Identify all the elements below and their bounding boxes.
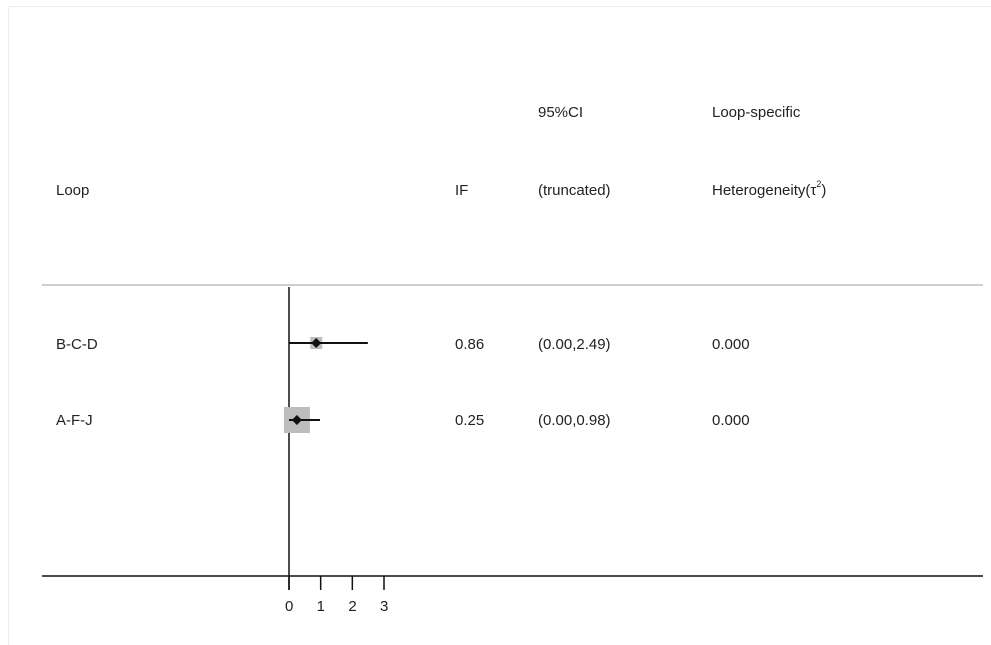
heterogeneity-superscript: 2	[816, 179, 822, 189]
header-loop: Loop	[56, 182, 90, 199]
header-ci-line1: 95%CI	[538, 104, 584, 121]
header-heterogeneity-line1: Loop-specific	[712, 104, 801, 121]
x-tick-label-3: 3	[380, 598, 389, 615]
estimate-diamond-row-2	[291, 415, 302, 425]
figure-frame	[8, 6, 991, 645]
x-tick-label-0: 0	[285, 598, 294, 615]
row-1-heterogeneity: 0.000	[712, 336, 750, 353]
row-1-loop-label: B-C-D	[56, 336, 98, 353]
x-tick-label-1: 1	[316, 598, 325, 615]
row-2-loop-label: A-F-J	[56, 412, 93, 429]
estimate-diamond-row-1	[311, 338, 322, 348]
header-if: IF	[455, 182, 469, 199]
heterogeneity-label: Heterogeneity(τ	[712, 182, 817, 199]
row-2-ci-text: (0.00,0.98)	[538, 412, 611, 429]
x-tick-label-2: 2	[348, 598, 357, 615]
row-1-if-value: 0.86	[455, 336, 485, 353]
row-2-heterogeneity: 0.000	[712, 412, 750, 429]
header-ci-line2: (truncated)	[538, 182, 611, 199]
row-2-if-value: 0.25	[455, 412, 485, 429]
header-heterogeneity-line2: Heterogeneity(τ2)	[712, 179, 827, 201]
heterogeneity-closing-paren: )	[821, 182, 827, 199]
row-1-ci-text: (0.00,2.49)	[538, 336, 611, 353]
